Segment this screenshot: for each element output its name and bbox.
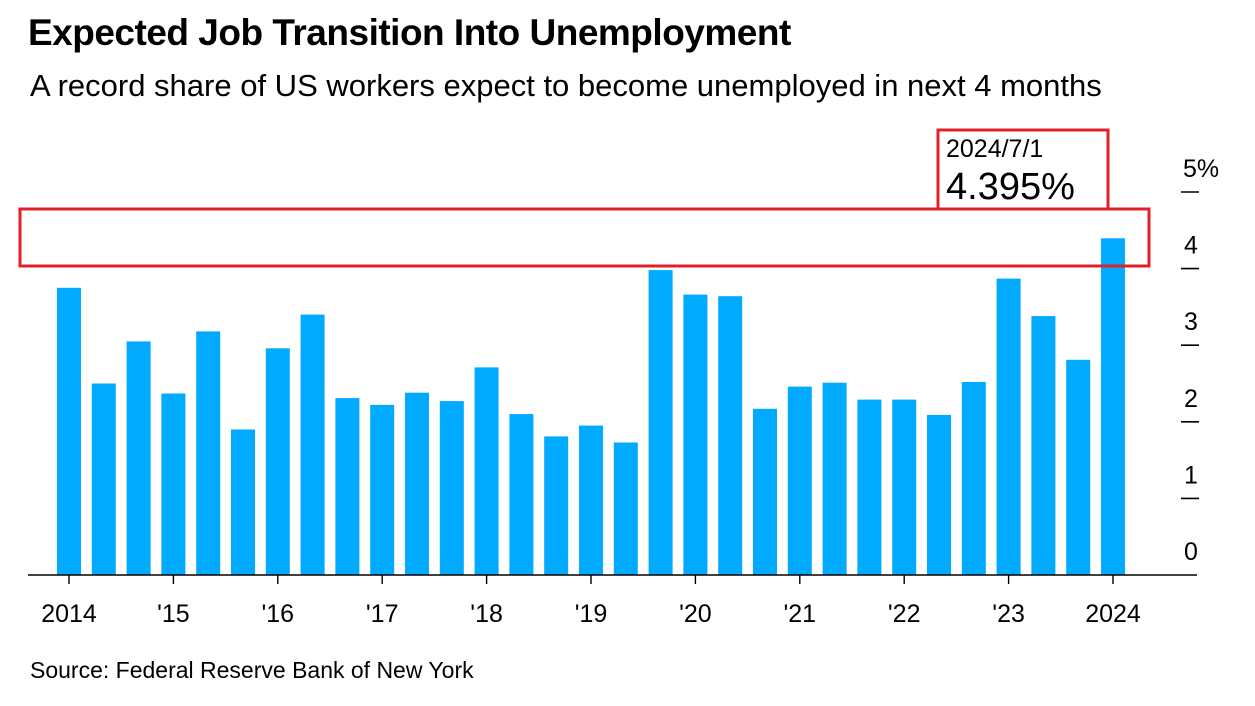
bar — [787, 386, 812, 575]
highlight-label-box — [936, 128, 1110, 211]
x-tick-label: '18 — [470, 600, 503, 628]
bar — [753, 408, 777, 575]
chart-title: Expected Job Transition Into Unemploymen… — [28, 12, 791, 53]
x-tick-label: 2024 — [1085, 600, 1141, 628]
bar — [1066, 359, 1091, 575]
y-tick-label: 4 — [1184, 232, 1198, 260]
bar — [474, 367, 499, 575]
bar — [231, 429, 255, 575]
bar — [579, 425, 603, 575]
bar — [961, 382, 986, 575]
x-tick-label: '22 — [888, 600, 921, 628]
y-tick-label: 0 — [1184, 538, 1198, 566]
bar — [405, 392, 429, 575]
x-tick-label: '17 — [366, 600, 399, 628]
x-tick-label: '21 — [784, 600, 817, 628]
bar — [265, 348, 290, 575]
chart-subtitle: A record share of US workers expect to b… — [30, 68, 1102, 103]
bar — [1101, 238, 1125, 576]
bar — [892, 399, 917, 575]
highlight-value: 4.395% — [946, 166, 1075, 208]
x-tick-label: '20 — [679, 600, 712, 628]
highlight-band-box — [18, 207, 1151, 268]
bar — [126, 341, 151, 575]
bar — [300, 314, 325, 575]
x-tick-label: '23 — [992, 600, 1025, 628]
x-tick-label: 2014 — [41, 600, 97, 628]
bar — [648, 270, 673, 575]
highlight-annotation: 2024/7/1 4.395% — [18, 128, 1151, 268]
y-tick-label: 5% — [1183, 155, 1219, 183]
bar — [544, 436, 569, 575]
x-tick-label: '16 — [262, 600, 295, 628]
y-tick-label: 3 — [1184, 308, 1198, 336]
y-axis: 0 1 2 3 4 5% — [1181, 155, 1219, 566]
y-tick-label: 2 — [1184, 385, 1198, 413]
x-axis: 2014 '15 '16 '17 '18 '19 '20 '21 '22 '23 2024 — [28, 574, 1197, 628]
bars-group — [57, 238, 1125, 576]
bar — [613, 442, 638, 575]
x-tick-label: '15 — [157, 600, 190, 628]
bar — [857, 399, 882, 575]
bar — [370, 404, 395, 575]
highlight-date: 2024/7/1 — [946, 135, 1043, 163]
bar — [161, 393, 186, 575]
bar — [683, 294, 708, 575]
bar — [91, 383, 116, 575]
bar — [57, 287, 81, 576]
bar — [439, 401, 464, 575]
bar — [509, 414, 534, 575]
bar — [927, 414, 951, 575]
x-tick-label: '19 — [575, 600, 608, 628]
bar — [822, 382, 847, 575]
bar — [335, 398, 360, 575]
bar — [196, 331, 221, 575]
bar — [1031, 316, 1056, 575]
y-tick-label: 1 — [1184, 461, 1198, 489]
source-note: Source: Federal Reserve Bank of New York — [30, 657, 474, 683]
bar — [718, 296, 743, 575]
bar — [996, 278, 1021, 575]
